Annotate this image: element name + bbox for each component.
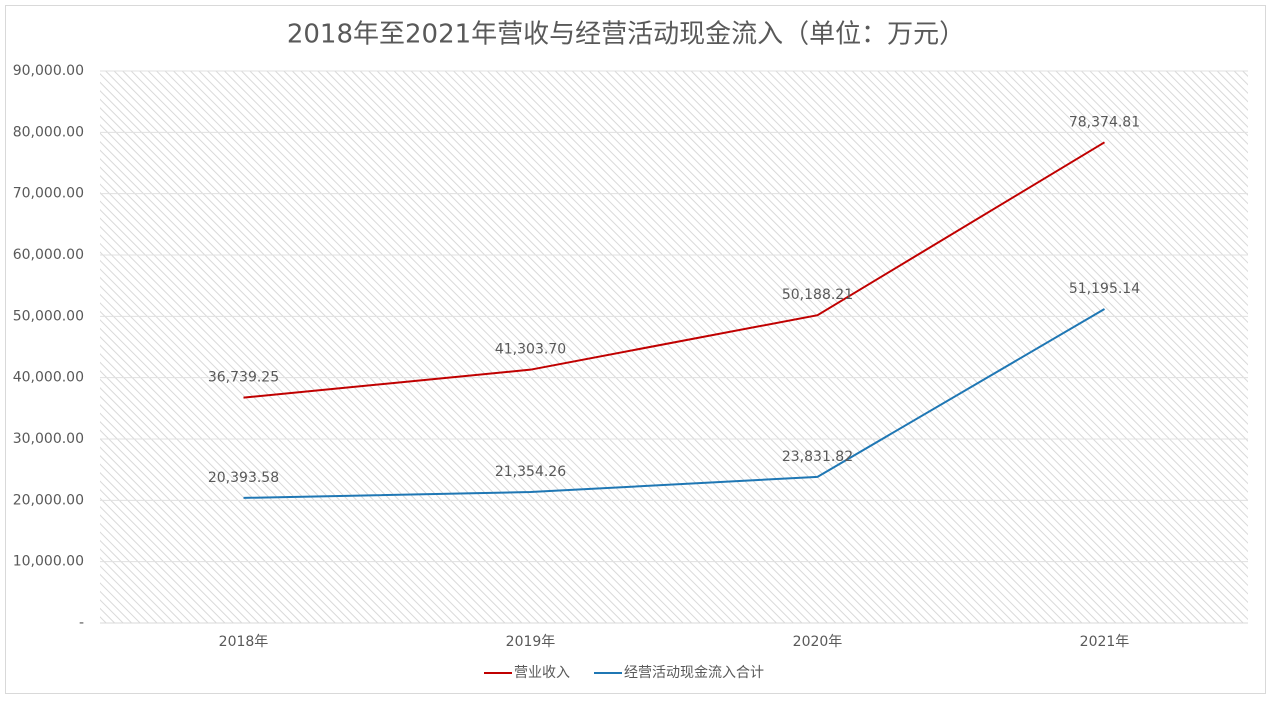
y-tick-label: 10,000.00 [13,554,84,570]
x-tick-label: 2020年 [793,634,843,650]
chart-title: 2018年至2021年营收与经营活动现金流入（单位：万元） [287,20,965,50]
y-tick-label: 90,000.00 [13,63,84,79]
plot-area [100,71,1248,623]
data-label: 36,739.25 [208,370,279,386]
x-tick-label: 2019年 [506,634,556,650]
data-label: 51,195.14 [1069,281,1140,297]
line-series [243,308,1106,499]
line-series [243,141,1106,399]
x-tick-label: 2021年 [1080,634,1130,650]
y-tick-label: 80,000.00 [13,124,84,140]
data-label: 78,374.81 [1069,114,1140,130]
data-label: 21,354.26 [495,464,566,480]
y-tick-label: 50,000.00 [13,308,84,324]
legend-label: 经营活动现金流入合计 [624,665,764,681]
legend-label: 营业收入 [514,665,570,681]
data-label: 50,188.21 [782,287,853,303]
y-tick-label: 30,000.00 [13,431,84,447]
data-label: 41,303.70 [495,342,566,358]
x-tick-label: 2018年 [219,634,269,650]
y-tick-label: 60,000.00 [13,247,84,263]
data-label: 20,393.58 [208,470,279,486]
y-tick-label: 20,000.00 [13,492,84,508]
y-tick-label: 40,000.00 [13,370,84,386]
y-tick-label: 70,000.00 [13,186,84,202]
data-label: 23,831.82 [782,449,853,465]
y-tick-label: - [79,615,84,631]
